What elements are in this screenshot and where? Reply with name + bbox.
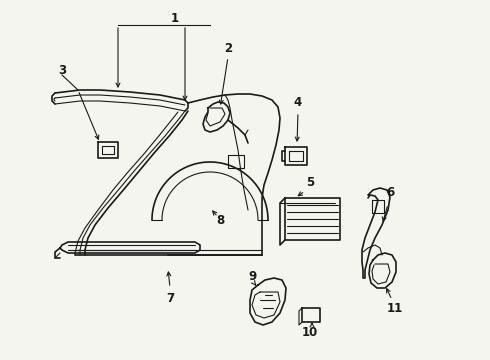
Text: 3: 3 <box>58 63 66 77</box>
Text: 1: 1 <box>171 12 179 24</box>
Text: 10: 10 <box>302 325 318 338</box>
Text: 4: 4 <box>294 95 302 108</box>
Text: 6: 6 <box>386 186 394 199</box>
Text: 9: 9 <box>248 270 256 283</box>
Text: 8: 8 <box>216 213 224 226</box>
Text: 5: 5 <box>306 176 314 189</box>
Text: 2: 2 <box>224 41 232 54</box>
Text: 7: 7 <box>166 292 174 305</box>
Text: 11: 11 <box>387 302 403 315</box>
